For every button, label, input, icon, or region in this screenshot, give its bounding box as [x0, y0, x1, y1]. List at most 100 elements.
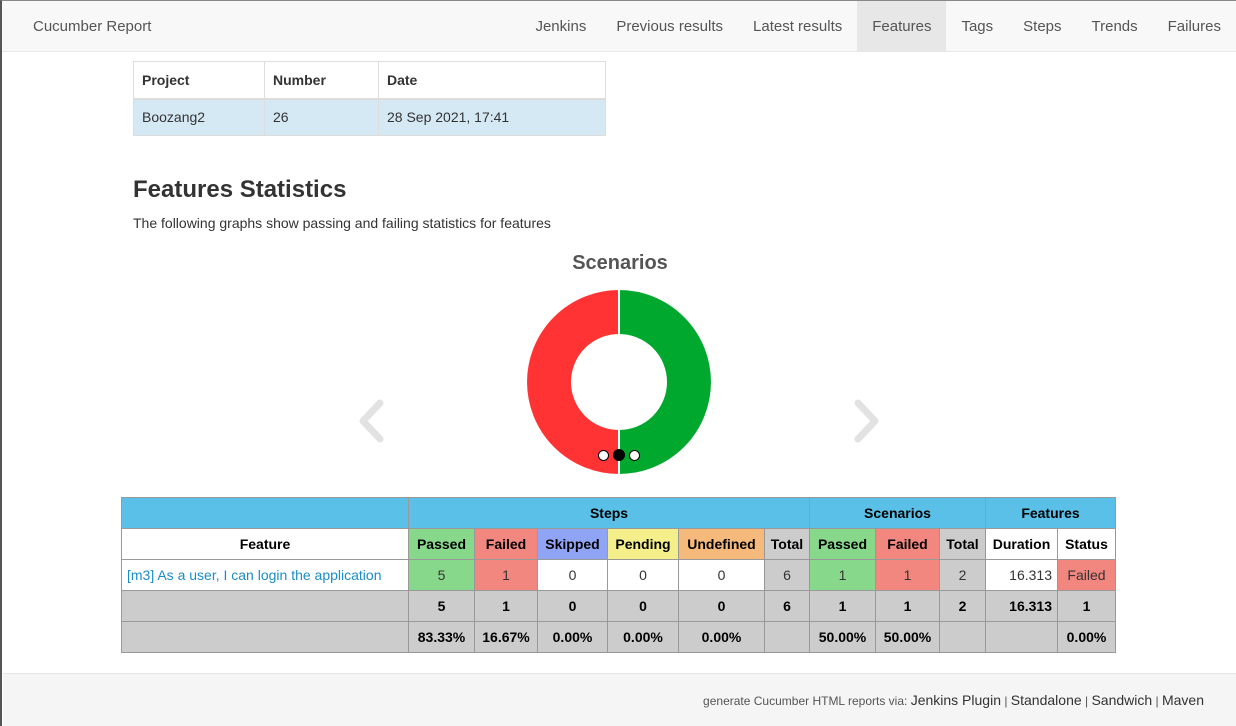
cell-steps-undefined: 0	[678, 559, 765, 591]
col-scenarios-failed[interactable]: Failed	[875, 528, 940, 560]
total-steps-failed: 1	[474, 590, 538, 622]
chevron-right-icon	[854, 399, 879, 443]
chart-title: Scenarios	[572, 252, 668, 274]
col-feature[interactable]: Feature	[121, 528, 409, 560]
cell-status: Failed	[1057, 559, 1116, 591]
slice-passed[interactable]	[618, 287, 713, 477]
col-steps-pending[interactable]: Pending	[607, 528, 679, 560]
pct-steps-passed: 83.33%	[408, 621, 475, 653]
carousel-prev-button[interactable]	[356, 398, 386, 444]
footer-separator: |	[1084, 694, 1089, 708]
nav-item-failures[interactable]: Failures	[1167, 18, 1221, 35]
feature-link[interactable]: [m3] As a user, I can login the applicat…	[121, 559, 409, 591]
col-status[interactable]: Status	[1057, 528, 1116, 560]
section-title: Features Statistics	[133, 176, 347, 203]
nav-item-previous-results[interactable]: Previous results	[616, 18, 724, 35]
slice-failed[interactable]	[525, 287, 620, 477]
percent-label	[121, 621, 409, 653]
total-steps-skipped: 0	[537, 590, 608, 622]
page-footer: generate Cucumber HTML reports via: Jenk…	[3, 673, 1236, 726]
cell-steps-failed: 1	[474, 559, 538, 591]
cell-duration: 16.313	[985, 559, 1058, 591]
pct-duration	[985, 621, 1058, 653]
group-header-features: Features	[985, 497, 1116, 529]
col-steps-undefined[interactable]: Undefined	[678, 528, 765, 560]
pct-steps-failed: 16.67%	[474, 621, 538, 653]
col-duration[interactable]: Duration	[985, 528, 1058, 560]
cell-steps-total: 6	[764, 559, 810, 591]
date-value: 28 Sep 2021, 17:41	[378, 98, 606, 136]
carousel-next-button[interactable]	[852, 398, 882, 444]
carousel-dot[interactable]	[613, 449, 625, 461]
total-steps-pending: 0	[607, 590, 679, 622]
nav-item-features[interactable]: Features	[857, 1, 947, 52]
col-scenarios-total[interactable]: Total	[939, 528, 986, 560]
group-header-scenarios: Scenarios	[809, 497, 986, 529]
total-steps-passed: 5	[408, 590, 475, 622]
pct-scenarios-passed: 50.00%	[809, 621, 876, 653]
totals-label	[121, 590, 409, 622]
nav-item-tags[interactable]: Tags	[961, 18, 994, 35]
scenarios-donut-chart	[525, 287, 713, 477]
col-steps-skipped[interactable]: Skipped	[537, 528, 608, 560]
totals-row: 5 1 0 0 0 6 1 1 2 16.313 1	[121, 590, 1116, 622]
top-navbar: Cucumber Report Jenkins Previous results…	[2, 1, 1236, 52]
group-header-blank	[121, 497, 409, 529]
footer-prefix: generate Cucumber HTML reports via:	[703, 694, 908, 708]
nav-item-trends[interactable]: Trends	[1091, 18, 1138, 35]
total-status: 1	[1057, 590, 1116, 622]
pct-steps-undefined: 0.00%	[678, 621, 765, 653]
footer-link-maven[interactable]: Maven	[1161, 692, 1204, 708]
total-scenarios-failed: 1	[875, 590, 940, 622]
feature-stats-table: Steps Scenarios Features Feature Passed …	[121, 497, 1116, 653]
cell-steps-skipped: 0	[537, 559, 608, 591]
nav-item-latest-results[interactable]: Latest results	[753, 18, 843, 35]
carousel-dot[interactable]	[629, 449, 640, 461]
header-date: Date	[378, 61, 606, 100]
header-project: Project	[133, 61, 265, 100]
column-header-row: Feature Passed Failed Skipped Pending Un…	[121, 528, 1116, 560]
footer-link-standalone[interactable]: Standalone	[1010, 692, 1082, 708]
chevron-left-icon	[359, 399, 384, 443]
col-steps-total[interactable]: Total	[764, 528, 810, 560]
footer-separator: |	[1155, 694, 1159, 708]
group-header-row: Steps Scenarios Features	[121, 497, 1116, 529]
footer-links: generate Cucumber HTML reports via: Jenk…	[703, 692, 1204, 708]
build-info-row: Boozang2 26 28 Sep 2021, 17:41	[133, 98, 606, 136]
pct-scenarios-failed: 50.00%	[875, 621, 940, 653]
header-number: Number	[264, 61, 379, 100]
total-scenarios-passed: 1	[809, 590, 876, 622]
group-header-steps: Steps	[408, 497, 810, 529]
project-value: Boozang2	[133, 98, 265, 136]
percent-row: 83.33% 16.67% 0.00% 0.00% 0.00% 50.00% 5…	[121, 621, 1116, 653]
col-steps-passed[interactable]: Passed	[408, 528, 475, 560]
total-steps-undefined: 0	[678, 590, 765, 622]
cell-scenarios-failed: 1	[875, 559, 940, 591]
footer-link-sandwich[interactable]: Sandwich	[1091, 692, 1153, 708]
cell-steps-passed: 5	[408, 559, 475, 591]
carousel-dot[interactable]	[598, 449, 609, 461]
total-scenarios-total: 2	[939, 590, 986, 622]
pct-steps-skipped: 0.00%	[537, 621, 608, 653]
cell-scenarios-passed: 1	[809, 559, 876, 591]
cell-steps-pending: 0	[607, 559, 679, 591]
nav-menu: Jenkins Previous results Latest results …	[520, 1, 1236, 52]
carousel-indicators	[598, 449, 640, 461]
pct-scenarios-total	[939, 621, 986, 653]
table-row: [m3] As a user, I can login the applicat…	[121, 559, 1116, 591]
build-info-table: Project Number Date Boozang2 26 28 Sep 2…	[133, 61, 606, 136]
pct-status: 0.00%	[1057, 621, 1116, 653]
col-scenarios-passed[interactable]: Passed	[809, 528, 876, 560]
pct-steps-pending: 0.00%	[607, 621, 679, 653]
section-description: The following graphs show passing and fa…	[133, 215, 551, 231]
nav-item-steps[interactable]: Steps	[1023, 18, 1062, 35]
build-info-header-row: Project Number Date	[133, 61, 606, 100]
total-duration: 16.313	[985, 590, 1058, 622]
brand-title[interactable]: Cucumber Report	[33, 18, 152, 35]
col-steps-failed[interactable]: Failed	[474, 528, 538, 560]
nav-item-jenkins[interactable]: Jenkins	[535, 18, 587, 35]
footer-separator: |	[1004, 694, 1008, 708]
footer-link-jenkins-plugin[interactable]: Jenkins Plugin	[910, 692, 1001, 708]
pct-steps-total	[764, 621, 810, 653]
